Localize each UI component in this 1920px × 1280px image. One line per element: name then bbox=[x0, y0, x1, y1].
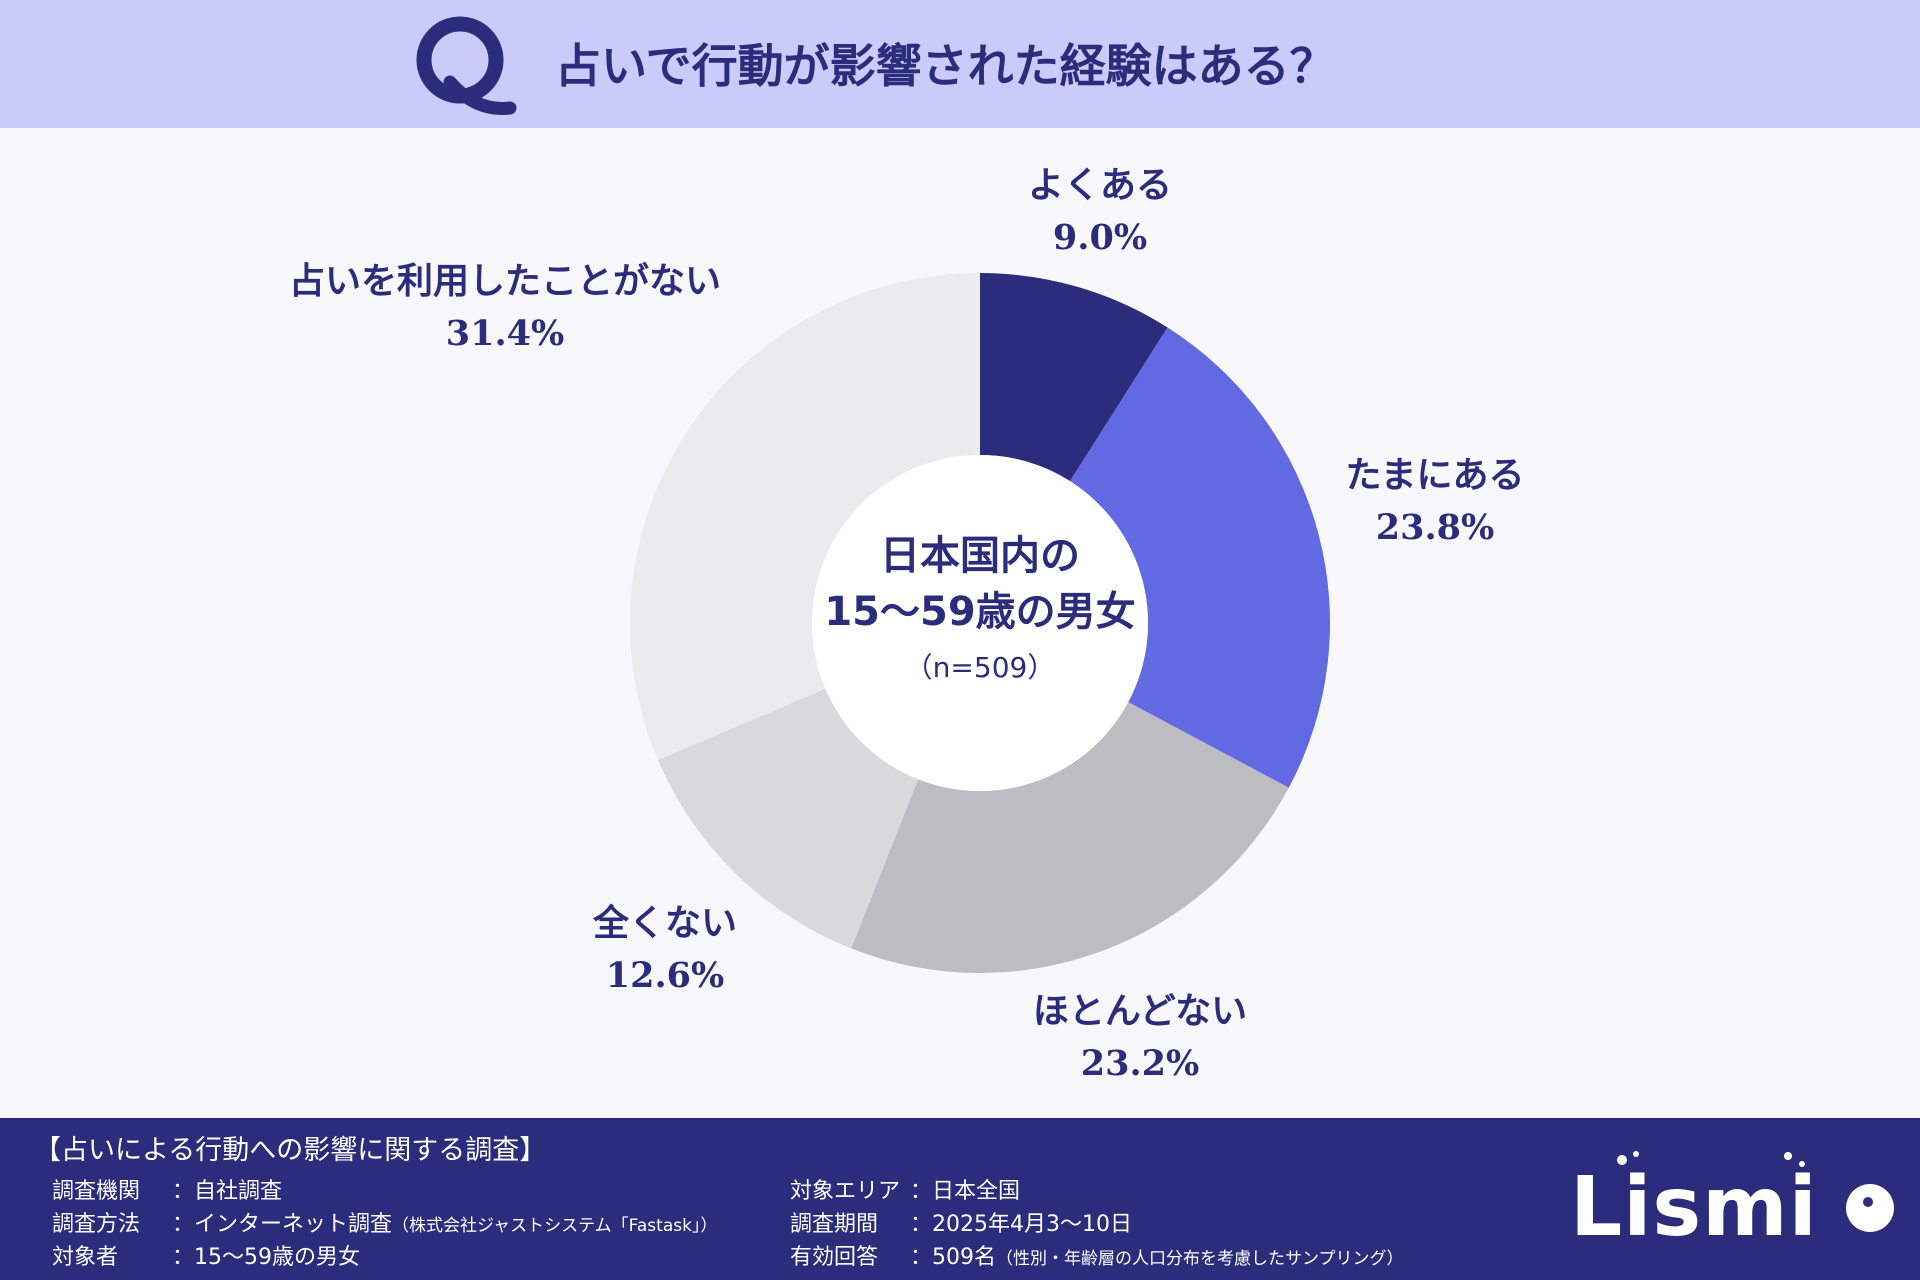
slice-label-rarely: ほとんどない 23.2% bbox=[990, 986, 1290, 1090]
footer-value: 509名 bbox=[932, 1245, 996, 1270]
donut-chart: よくある 9.0% たまにある 23.8% ほとんどない 23.2% 全くない … bbox=[0, 128, 1920, 1118]
footer-key: 有効回答 bbox=[790, 1245, 879, 1270]
footer-key: 対象者 bbox=[52, 1245, 119, 1270]
slice-category-sometimes: たまにある bbox=[1345, 455, 1525, 496]
donut-hole bbox=[812, 455, 1148, 791]
slice-label-often: よくある 9.0% bbox=[980, 160, 1220, 264]
slice-rarely bbox=[851, 702, 1289, 973]
slice-often bbox=[980, 273, 1168, 482]
q-letter-icon bbox=[416, 16, 517, 115]
slice-label-never-used: 占いを利用したことがない 31.4% bbox=[240, 256, 770, 360]
footer-key: 調査方法 bbox=[52, 1212, 141, 1237]
footer-separator: ： bbox=[910, 1179, 933, 1204]
footer-key: 調査期間 bbox=[790, 1212, 879, 1237]
footer-value: 日本全国 bbox=[932, 1179, 1021, 1204]
footer-value: 自社調査 bbox=[194, 1179, 283, 1204]
center-label-line1: 日本国内の bbox=[880, 533, 1080, 579]
slice-category-rarely: ほとんどない bbox=[1032, 991, 1248, 1032]
slice-sometimes bbox=[1070, 327, 1330, 788]
slice-category-often: よくある bbox=[1027, 165, 1172, 206]
slice-never-used bbox=[629, 273, 980, 760]
footer-note: （性別・年齢層の人口分布を考慮したサンプリング） bbox=[996, 1249, 1404, 1269]
survey-footer: 【占いによる行動への影響に関する調査】 調査機関 ：自社調査 調査方法 ：インターネ… bbox=[0, 1118, 1920, 1280]
footer-value: インターネット調査 bbox=[194, 1212, 393, 1237]
lismi-logo: Lismi bbox=[1570, 1151, 1900, 1270]
footer-key: 調査機関 bbox=[52, 1179, 141, 1204]
center-label-sample-size: （n=509） bbox=[904, 651, 1056, 684]
footer-separator: ： bbox=[172, 1179, 195, 1204]
slice-value-never-used: 31.4% bbox=[445, 313, 565, 354]
slice-category-never-used: 占いを利用したことがない bbox=[288, 261, 721, 302]
donut-chart-svg bbox=[629, 273, 1330, 973]
footer-value: 2025年4月3〜10日 bbox=[932, 1212, 1132, 1237]
sparkle-icon bbox=[1617, 1151, 1894, 1232]
slice-label-never: 全くない 12.6% bbox=[540, 898, 790, 1002]
slice-label-sometimes: たまにある 23.8% bbox=[1320, 450, 1550, 554]
footer-row-agency: 調査機関 ：自社調査 bbox=[52, 1173, 282, 1205]
header-banner: 占いで行動が影響された経験はある？ bbox=[0, 0, 1920, 128]
footer-separator: ： bbox=[172, 1212, 195, 1237]
logo-text: Lismi bbox=[1570, 1160, 1818, 1255]
slice-value-sometimes: 23.8% bbox=[1375, 507, 1495, 548]
footer-separator: ： bbox=[910, 1245, 933, 1270]
footer-separator: ： bbox=[910, 1212, 933, 1237]
footer-key: 対象エリア bbox=[790, 1179, 901, 1204]
center-label-line2: 15〜59歳の男女 bbox=[824, 589, 1136, 635]
slice-category-never: 全くない bbox=[592, 903, 737, 944]
slice-never bbox=[657, 688, 919, 949]
slice-value-never: 12.6% bbox=[605, 955, 725, 996]
footer-row-subjects: 対象者 ：15〜59歳の男女 bbox=[52, 1239, 360, 1271]
footer-row-method: 調査方法 ：インターネット調査（株式会社ジャストシステム「Fastask」） bbox=[52, 1206, 717, 1238]
footer-row-area: 対象エリア ：日本全国 bbox=[790, 1173, 1020, 1205]
footer-row-period: 調査期間 ：2025年4月3〜10日 bbox=[790, 1206, 1132, 1238]
footer-note: （株式会社ジャストシステム「Fastask」） bbox=[392, 1216, 718, 1236]
footer-title: 【占いによる行動への影響に関する調査】 bbox=[34, 1135, 547, 1166]
slice-value-rarely: 23.2% bbox=[1080, 1043, 1200, 1084]
footer-value: 15〜59歳の男女 bbox=[194, 1245, 360, 1270]
footer-separator: ： bbox=[172, 1245, 195, 1270]
footer-row-responses: 有効回答 ：509名（性別・年齢層の人口分布を考慮したサンプリング） bbox=[790, 1239, 1404, 1271]
donut-center-label: 日本国内の 15〜59歳の男女 （n=509） bbox=[780, 528, 1180, 688]
slice-value-often: 9.0% bbox=[1052, 217, 1148, 258]
page-title: 占いで行動が影響された経験はある？ bbox=[555, 39, 1336, 93]
